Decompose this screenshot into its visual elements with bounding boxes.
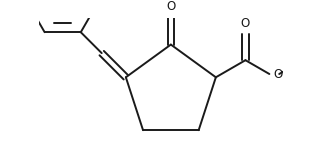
Text: O: O <box>273 68 282 81</box>
Text: O: O <box>166 0 175 13</box>
Text: O: O <box>241 17 250 30</box>
